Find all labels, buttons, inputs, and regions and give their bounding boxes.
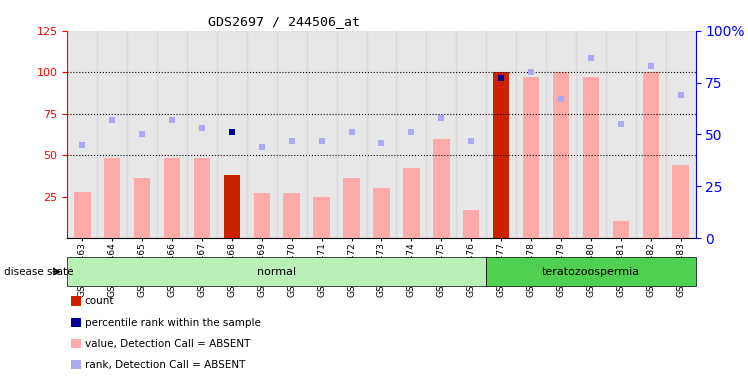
Bar — [254, 193, 270, 238]
Bar — [337, 31, 367, 238]
Bar — [613, 222, 629, 238]
Bar — [493, 72, 509, 238]
Bar — [164, 159, 180, 238]
Text: disease state: disease state — [4, 266, 73, 277]
Bar — [224, 175, 240, 238]
Bar — [456, 31, 486, 238]
Bar — [672, 165, 689, 238]
Bar — [546, 31, 576, 238]
Bar — [426, 31, 456, 238]
Bar — [583, 77, 599, 238]
Bar — [643, 72, 659, 238]
Text: teratozoospermia: teratozoospermia — [542, 266, 640, 277]
Bar — [373, 188, 390, 238]
Bar — [277, 31, 307, 238]
Bar — [127, 31, 157, 238]
Bar — [403, 169, 420, 238]
Text: percentile rank within the sample: percentile rank within the sample — [85, 318, 260, 328]
Bar — [194, 159, 210, 238]
Text: rank, Detection Call = ABSENT: rank, Detection Call = ABSENT — [85, 360, 245, 370]
Bar — [343, 178, 360, 238]
Bar — [247, 31, 277, 238]
Bar — [187, 31, 217, 238]
Bar — [606, 31, 636, 238]
Bar — [74, 192, 91, 238]
Bar — [523, 77, 539, 238]
Bar — [217, 31, 247, 238]
Bar — [396, 31, 426, 238]
Bar — [367, 31, 396, 238]
Bar — [666, 31, 696, 238]
Bar — [463, 210, 479, 238]
Bar — [553, 72, 569, 238]
Bar — [134, 178, 150, 238]
Text: normal: normal — [257, 266, 296, 277]
Text: value, Detection Call = ABSENT: value, Detection Call = ABSENT — [85, 339, 250, 349]
Bar — [486, 31, 516, 238]
Bar — [283, 193, 300, 238]
Bar — [157, 31, 187, 238]
Bar — [97, 31, 127, 238]
Text: GDS2697 / 244506_at: GDS2697 / 244506_at — [208, 15, 361, 28]
Bar — [433, 139, 450, 238]
Bar — [516, 31, 546, 238]
Bar — [636, 31, 666, 238]
Bar — [307, 31, 337, 238]
Text: count: count — [85, 296, 114, 306]
Bar — [67, 31, 97, 238]
Bar — [576, 31, 606, 238]
Bar — [313, 197, 330, 238]
Bar — [104, 159, 120, 238]
